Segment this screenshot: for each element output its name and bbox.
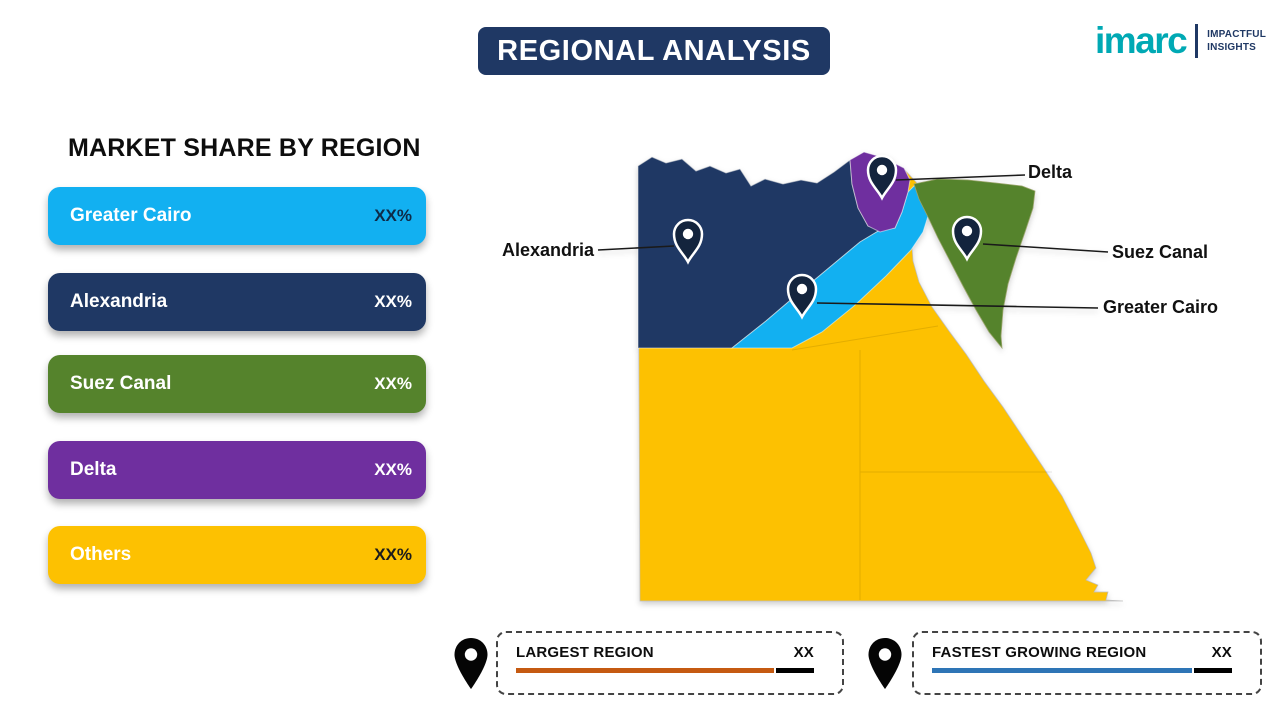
- share-bar-alexandria: Alexandria XX%: [48, 273, 426, 331]
- legend-largest-region: LARGEST REGION XX: [496, 631, 844, 695]
- legend-largest-value: XX: [793, 644, 814, 661]
- largest-region-pin-icon: [454, 638, 488, 689]
- callout-line-delta: [895, 174, 1026, 181]
- legend-fastest-label: FASTEST GROWING REGION: [932, 644, 1147, 661]
- legend-fastest-bar: [932, 668, 1232, 673]
- map-label-alexandria: Alexandria: [501, 240, 594, 260]
- imarc-logo: imarc IMPACTFUL INSIGHTS: [1095, 22, 1266, 59]
- map-label-suez-canal: Suez Canal: [1112, 242, 1209, 262]
- map-pin-suez-canal-icon: [951, 215, 983, 262]
- legend-largest-bar-end: [776, 668, 814, 673]
- share-bar-label: Delta: [70, 459, 117, 480]
- map-label-greater-cairo: Greater Cairo: [1103, 297, 1219, 317]
- share-bar-label: Greater Cairo: [70, 205, 192, 226]
- market-share-heading: MARKET SHARE BY REGION: [68, 134, 421, 162]
- governorate-borders: [791, 325, 1052, 600]
- share-bar-value: XX%: [374, 206, 412, 225]
- page-title: REGIONAL ANALYSIS: [478, 27, 830, 75]
- share-bar-greater-cairo: Greater Cairo XX%: [48, 187, 426, 245]
- imarc-logo-text: imarc: [1094, 20, 1188, 61]
- legend-fastest-growing-region: FASTEST GROWING REGION XX: [912, 631, 1262, 695]
- share-bar-delta: Delta XX%: [48, 441, 426, 499]
- region-suez-canal: [913, 178, 1036, 350]
- logo-tagline-line2: INSIGHTS: [1207, 41, 1256, 53]
- legend-largest-bar: [516, 668, 814, 673]
- callout-line-greater-cairo: [816, 302, 1099, 309]
- egypt-map: [597, 151, 1124, 602]
- share-bar-others: Others XX%: [48, 526, 426, 584]
- share-bar-value: XX%: [374, 292, 412, 311]
- legend-fastest-bar-end: [1194, 668, 1232, 673]
- map-label-delta: Delta: [1028, 162, 1073, 182]
- map-pin-alexandria-icon: [672, 218, 704, 265]
- share-bar-value: XX%: [374, 374, 412, 393]
- map-pin-greater-cairo-icon: [786, 273, 818, 320]
- logo-tagline: IMPACTFUL INSIGHTS: [1207, 28, 1266, 54]
- share-bar-label: Alexandria: [70, 291, 168, 312]
- legend-fastest-bar-color: [932, 668, 1192, 673]
- fastest-growing-region-pin-icon: [868, 638, 902, 689]
- share-bar-suez-canal: Suez Canal XX%: [48, 355, 426, 413]
- logo-tagline-line1: IMPACTFUL: [1207, 28, 1266, 40]
- callout-line-suez-canal: [982, 243, 1109, 253]
- legend-largest-label: LARGEST REGION: [516, 644, 654, 661]
- share-bar-value: XX%: [374, 545, 412, 564]
- callout-line-alexandria: [597, 245, 675, 251]
- share-bar-label: Suez Canal: [70, 373, 172, 394]
- map-pin-delta-icon: [866, 154, 898, 201]
- logo-divider: [1195, 23, 1199, 58]
- legend-largest-bar-color: [516, 668, 774, 673]
- share-bar-value: XX%: [374, 460, 412, 479]
- share-bar-label: Others: [70, 544, 132, 565]
- legend-fastest-value: XX: [1211, 644, 1232, 661]
